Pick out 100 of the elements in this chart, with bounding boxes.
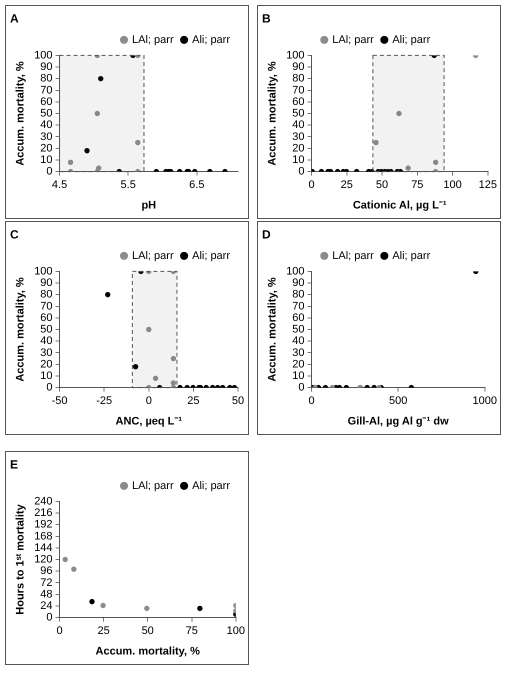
y-tick-label: 30 — [292, 346, 305, 359]
y-tick-label: 90 — [40, 61, 53, 74]
y-axis-title: Accum. mortality, % — [14, 61, 27, 166]
x-tick-label: 25 — [187, 395, 200, 408]
y-tick-label: 30 — [40, 346, 53, 359]
y-tick-label: 80 — [292, 72, 305, 85]
y-tick-label: 120 — [34, 554, 53, 566]
y-tick-label: 60 — [40, 96, 53, 108]
y-tick-label: 90 — [40, 277, 53, 290]
x-tick-label: 25 — [340, 179, 353, 192]
chart-title: D — [262, 228, 271, 242]
x-tick-label: 4.5 — [52, 179, 68, 192]
x-tick-label: -50 — [52, 395, 68, 408]
y-tick-label: 0 — [46, 382, 53, 394]
y-tick-label: 10 — [292, 154, 305, 166]
y-tick-label: 60 — [292, 312, 305, 324]
legend-label: Ali; parr — [192, 34, 230, 46]
y-tick-label: 50 — [40, 108, 53, 120]
x-axis-title: Cationic Al, µg L⁻¹ — [352, 199, 447, 212]
legend-label: LAl; parr — [332, 34, 374, 46]
y-tick-label: 10 — [40, 370, 53, 382]
y-tick-label: 70 — [40, 300, 53, 312]
x-tick-label: 75 — [411, 179, 424, 192]
y-tick-label: 80 — [40, 72, 53, 85]
y-tick-label: 50 — [40, 324, 53, 336]
y-tick-label: 10 — [40, 154, 53, 166]
y-tick-label: 90 — [292, 277, 305, 290]
x-tick-label: 0 — [146, 395, 152, 408]
y-tick-label: 20 — [40, 142, 53, 154]
y-tick-label: 0 — [46, 612, 53, 624]
legend-label: Ali; parr — [392, 250, 431, 262]
y-tick-label: 80 — [292, 288, 305, 301]
y-tick-label: 70 — [292, 300, 305, 312]
legend-label: LAl; parr — [132, 250, 174, 262]
y-tick-label: 20 — [292, 142, 305, 154]
x-tick-label: 500 — [388, 395, 408, 408]
y-tick-label: 72 — [40, 576, 53, 589]
x-tick-label: 125 — [478, 179, 498, 192]
x-tick-label: 5.5 — [120, 179, 136, 192]
y-tick-label: 24 — [40, 600, 53, 612]
x-tick-label: 25 — [97, 625, 110, 638]
y-tick-label: 0 — [298, 382, 305, 394]
y-tick-label: 50 — [292, 108, 305, 120]
legend-label: LAl; parr — [132, 480, 174, 492]
chart-title: C — [10, 228, 19, 242]
y-tick-label: 70 — [40, 84, 53, 96]
chart-title: A — [10, 12, 19, 26]
x-tick-label: 100 — [443, 179, 462, 192]
y-tick-label: 192 — [34, 518, 53, 531]
x-tick-label: 1000 — [472, 395, 498, 408]
y-tick-label: 240 — [34, 495, 53, 508]
y-tick-label: 216 — [34, 507, 53, 520]
y-tick-label: 80 — [40, 288, 53, 301]
y-tick-label: 50 — [292, 324, 305, 336]
y-tick-label: 30 — [40, 130, 53, 143]
x-axis-title: Gill-Al, µg Al g⁻¹ dw — [348, 415, 450, 428]
y-tick-label: 30 — [292, 130, 305, 143]
legend-label: Ali; parr — [192, 250, 230, 262]
y-axis-title: Accum. mortality, % — [266, 61, 279, 166]
y-tick-label: 60 — [40, 312, 53, 324]
y-tick-label: 40 — [40, 335, 53, 348]
x-tick-label: 0 — [308, 395, 315, 408]
x-axis-title: Accum. mortality, % — [96, 645, 200, 658]
x-tick-label: 50 — [142, 625, 154, 638]
y-tick-label: 0 — [46, 166, 53, 178]
x-tick-label: 0 — [308, 179, 315, 192]
legend-label: Ali; parr — [192, 480, 230, 492]
y-axis-title: Hours to 1ˢᵗ mortality — [14, 503, 27, 615]
chart-title: E — [10, 458, 18, 472]
y-tick-label: 40 — [292, 335, 305, 348]
y-tick-label: 96 — [40, 565, 53, 578]
y-tick-label: 20 — [292, 358, 305, 370]
x-tick-label: 0 — [56, 625, 63, 638]
y-tick-label: 100 — [34, 265, 53, 278]
y-tick-label: 10 — [292, 370, 305, 382]
y-tick-label: 100 — [286, 49, 305, 62]
y-tick-label: 60 — [292, 96, 305, 108]
legend-label: LAl; parr — [132, 34, 174, 46]
y-tick-label: 90 — [292, 61, 305, 74]
y-tick-label: 144 — [34, 542, 53, 554]
x-tick-label: 50 — [376, 179, 388, 192]
legend-label: LAl; parr — [332, 250, 374, 262]
x-tick-label: 50 — [232, 395, 244, 408]
x-tick-label: -25 — [96, 395, 112, 408]
legend-label: Ali; parr — [392, 34, 431, 46]
y-axis-title: Accum. mortality, % — [266, 277, 279, 382]
chart-title: B — [262, 12, 271, 26]
x-tick-label: 75 — [186, 625, 198, 638]
x-tick-label: 100 — [226, 625, 246, 638]
y-tick-label: 100 — [286, 265, 305, 278]
y-tick-label: 20 — [40, 358, 53, 370]
y-tick-label: 0 — [298, 166, 305, 178]
x-axis-title: ANC, µeq L⁻¹ — [115, 415, 182, 428]
x-axis-title: pH — [141, 199, 156, 212]
y-tick-label: 70 — [292, 84, 305, 96]
y-tick-label: 168 — [34, 530, 53, 542]
x-tick-label: 6.5 — [189, 179, 204, 192]
y-axis-title: Accum. mortality, % — [14, 277, 27, 382]
y-tick-label: 40 — [40, 119, 53, 132]
y-tick-label: 100 — [34, 49, 53, 62]
